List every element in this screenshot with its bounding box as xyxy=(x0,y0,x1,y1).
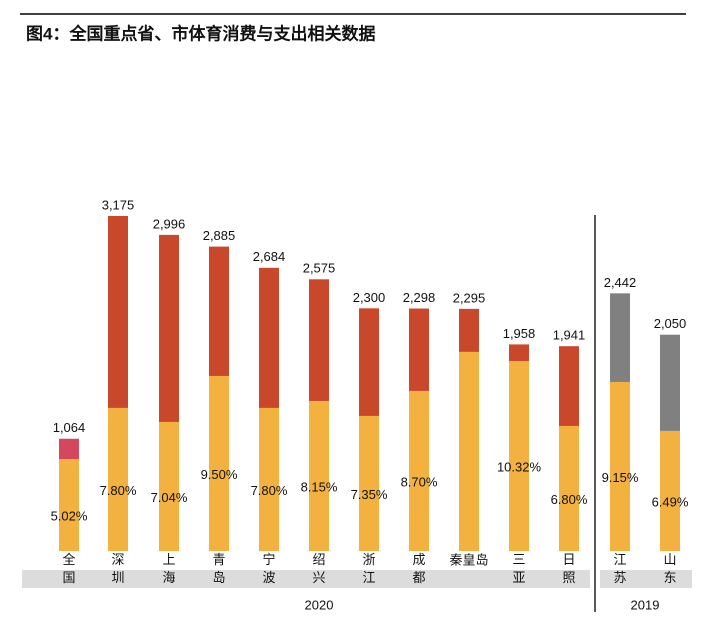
total-label: 1,941 xyxy=(553,328,586,343)
segment-label: 8.15% xyxy=(301,479,338,494)
total-label: 2,575 xyxy=(303,261,336,276)
x-tick-label: 全国 xyxy=(62,552,75,585)
x-tick-label: 深圳 xyxy=(111,552,124,585)
bar-segment xyxy=(59,458,79,551)
bar-segment xyxy=(660,334,680,431)
x-tick-label: 青岛 xyxy=(212,552,225,585)
x-tick-label: 宁波 xyxy=(262,552,275,585)
total-label: 2,442 xyxy=(604,275,637,290)
bar-segment xyxy=(108,216,128,408)
x-tick-label: 江苏 xyxy=(613,552,626,585)
bar-segment xyxy=(610,293,630,382)
segment-label: 7.35% xyxy=(351,487,388,502)
total-label: 2,684 xyxy=(253,249,286,264)
segment-label: 9.15% xyxy=(602,470,639,485)
x-tick-label: 绍兴 xyxy=(312,552,325,585)
x-tick-label: 日照 xyxy=(562,552,575,585)
label-band xyxy=(600,570,692,588)
bar-segment xyxy=(108,407,128,551)
bar-segment xyxy=(409,390,429,551)
segment-label: 6.80% xyxy=(551,492,588,507)
bar-segment xyxy=(159,234,179,422)
segment-label: 6.49% xyxy=(652,494,689,509)
bar-segment xyxy=(209,246,229,376)
bar-segment xyxy=(660,430,680,551)
segment-label: 7.04% xyxy=(151,490,188,505)
bar-segment xyxy=(209,375,229,551)
bar-segment xyxy=(59,438,79,459)
total-label: 1,064 xyxy=(53,420,86,435)
segment-label: 8.70% xyxy=(401,474,438,489)
bar-segment xyxy=(259,407,279,551)
bar-segment xyxy=(559,346,579,426)
bar-segment xyxy=(409,308,429,391)
x-tick-label: 山东 xyxy=(663,552,676,585)
x-tick-label: 秦皇岛 xyxy=(449,552,488,567)
bar-segment xyxy=(509,344,529,361)
bar-segment xyxy=(309,279,329,401)
segment-label: 10.32% xyxy=(497,459,542,474)
x-tick-label: 成都 xyxy=(412,552,425,585)
total-label: 2,050 xyxy=(654,316,687,331)
total-label: 3,175 xyxy=(102,197,135,212)
chart-title: 图4：全国重点省、市体育消费与支出相关数据 xyxy=(26,23,375,43)
bar-segment xyxy=(359,415,379,551)
bar-segment xyxy=(309,400,329,551)
total-label: 2,298 xyxy=(403,290,436,305)
segment-label: 7.80% xyxy=(100,483,137,498)
total-label: 2,300 xyxy=(353,290,386,305)
bar-segment xyxy=(559,425,579,551)
group-label: 2019 xyxy=(631,597,660,612)
bar-segment xyxy=(259,267,279,408)
x-tick-label: 上海 xyxy=(162,552,175,585)
total-label: 2,295 xyxy=(453,290,486,305)
total-label: 2,996 xyxy=(153,216,186,231)
total-label: 2,885 xyxy=(203,228,236,243)
bar-segment xyxy=(509,360,529,551)
bar-segment xyxy=(610,381,630,551)
segment-label: 5.02% xyxy=(51,508,88,523)
segment-label: 9.50% xyxy=(201,467,238,482)
total-label: 1,958 xyxy=(503,326,536,341)
bar-segment xyxy=(459,308,479,352)
x-tick-label: 浙江 xyxy=(362,552,375,585)
bar-segment xyxy=(159,421,179,551)
segment-label: 7.80% xyxy=(251,483,288,498)
group-label: 2020 xyxy=(305,597,334,612)
x-tick-label: 三亚 xyxy=(512,552,525,585)
bar-segment xyxy=(459,351,479,551)
bar-segment xyxy=(359,308,379,416)
label-band xyxy=(22,570,590,588)
